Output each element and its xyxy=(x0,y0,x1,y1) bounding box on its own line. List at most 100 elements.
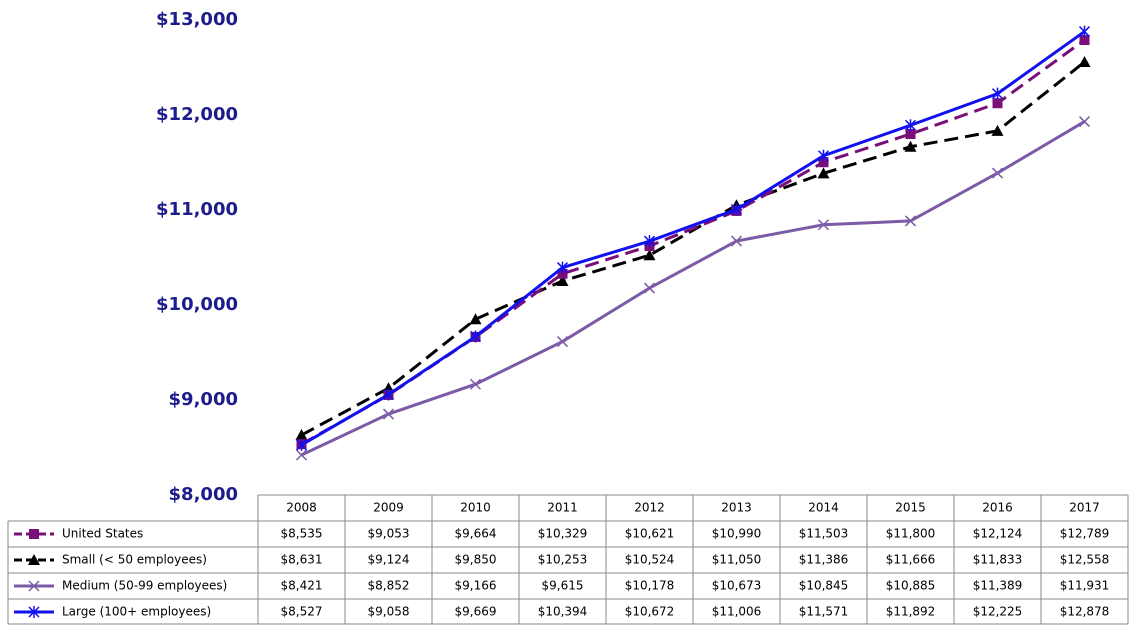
data-point xyxy=(295,438,308,451)
y-tick-label: $10,000 xyxy=(156,294,238,315)
series-line xyxy=(300,38,1086,446)
x-tick-label: 2017 xyxy=(1069,501,1100,515)
table-value: $9,124 xyxy=(368,553,410,567)
data-point xyxy=(817,149,830,162)
table-value: $10,885 xyxy=(886,579,936,593)
y-tick-label: $11,000 xyxy=(156,199,238,220)
data-point xyxy=(730,203,743,216)
x-tick-label: 2011 xyxy=(547,501,578,515)
table-value: $10,845 xyxy=(799,579,849,593)
table-value: $11,800 xyxy=(886,527,936,541)
data-point xyxy=(992,98,1003,109)
legend-marker xyxy=(28,554,40,565)
data-point xyxy=(817,219,830,231)
data-point xyxy=(1078,25,1091,38)
table-value: $10,990 xyxy=(712,527,762,541)
data-point xyxy=(556,261,569,274)
data-point xyxy=(469,378,482,390)
x-tick-label: 2012 xyxy=(634,501,665,515)
data-point xyxy=(818,157,829,168)
series-line xyxy=(300,30,1086,447)
table-value: $8,631 xyxy=(281,553,323,567)
legend-marker xyxy=(28,606,40,618)
legend-label: Medium (50-99 employees) xyxy=(62,579,227,593)
table-value: $10,524 xyxy=(625,553,675,567)
legend-label: Small (< 50 employees) xyxy=(62,553,207,567)
table-value: $11,386 xyxy=(799,553,849,567)
table-value: $9,669 xyxy=(455,605,497,619)
y-tick-label: $9,000 xyxy=(169,389,238,410)
data-point xyxy=(904,140,917,152)
table-value: $8,527 xyxy=(281,605,323,619)
x-tick-label: 2013 xyxy=(721,501,752,515)
x-tick-label: 2009 xyxy=(373,501,404,515)
table-value: $11,666 xyxy=(886,553,936,567)
table-value: $9,166 xyxy=(455,579,497,593)
table-value: $10,329 xyxy=(538,527,588,541)
data-point xyxy=(469,313,482,325)
table-value: $10,621 xyxy=(625,527,675,541)
table-value: $11,571 xyxy=(799,605,849,619)
table-value: $11,931 xyxy=(1060,579,1110,593)
table-value: $10,178 xyxy=(625,579,675,593)
data-point xyxy=(817,167,830,179)
data-point xyxy=(382,408,395,420)
data-point xyxy=(905,129,916,139)
data-point xyxy=(643,282,656,294)
table-value: $12,558 xyxy=(1060,553,1110,567)
table-value: $12,124 xyxy=(973,527,1023,541)
table-value: $11,389 xyxy=(973,579,1023,593)
table-value: $9,058 xyxy=(368,605,410,619)
data-point xyxy=(730,235,743,247)
table-value: $10,673 xyxy=(712,579,762,593)
table-value: $12,789 xyxy=(1060,527,1110,541)
table-value: $11,503 xyxy=(799,527,849,541)
data-point xyxy=(295,449,308,461)
y-tick-label: $13,000 xyxy=(156,9,238,30)
series-line xyxy=(300,120,1086,457)
table-value: $11,006 xyxy=(712,605,762,619)
table-value: $8,535 xyxy=(281,527,323,541)
table-value: $9,664 xyxy=(455,527,497,541)
data-point xyxy=(556,336,569,348)
legend-label: United States xyxy=(62,527,143,541)
data-point xyxy=(904,215,917,227)
table-value: $12,225 xyxy=(973,605,1023,619)
table-value: $11,050 xyxy=(712,553,762,567)
data-point xyxy=(469,330,482,343)
data-point xyxy=(643,235,656,248)
table-value: $9,053 xyxy=(368,527,410,541)
data-point xyxy=(1078,55,1091,67)
data-point xyxy=(991,124,1004,136)
data-point xyxy=(991,167,1004,179)
x-tick-label: 2015 xyxy=(895,501,926,515)
x-tick-label: 2008 xyxy=(286,501,317,515)
data-point xyxy=(643,249,656,261)
y-tick-label: $12,000 xyxy=(156,104,238,125)
data-point xyxy=(1078,116,1091,128)
x-tick-label: 2010 xyxy=(460,501,491,515)
data-point xyxy=(904,119,917,132)
table-value: $8,852 xyxy=(368,579,410,593)
table-value: $10,394 xyxy=(538,605,588,619)
legend-marker xyxy=(29,529,39,539)
data-point xyxy=(556,274,569,286)
data-point xyxy=(557,268,568,279)
legend-marker xyxy=(28,580,40,592)
data-point xyxy=(295,429,308,441)
x-tick-label: 2016 xyxy=(982,501,1013,515)
y-tick-label: $8,000 xyxy=(169,484,238,505)
data-point xyxy=(1079,35,1090,46)
table-value: $11,892 xyxy=(886,605,936,619)
series-line xyxy=(300,60,1086,437)
table-value: $12,878 xyxy=(1060,605,1110,619)
table-value: $9,850 xyxy=(455,553,497,567)
legend-label: Large (100+ employees) xyxy=(62,605,211,619)
data-point xyxy=(991,87,1004,100)
table-value: $9,615 xyxy=(542,579,584,593)
table-value: $8,421 xyxy=(281,579,323,593)
data-point xyxy=(382,388,395,401)
table-value: $10,253 xyxy=(538,553,588,567)
x-tick-label: 2014 xyxy=(808,501,839,515)
